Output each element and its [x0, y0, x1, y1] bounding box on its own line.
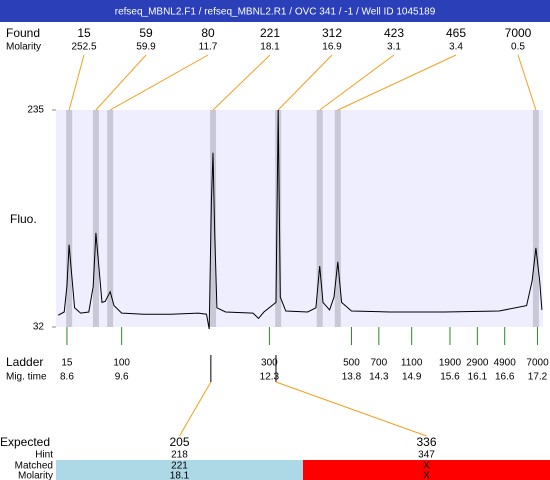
expected-label: Expected [0, 435, 50, 449]
ladder-time: 14.3 [369, 372, 389, 383]
ladder-size: 500 [343, 358, 360, 369]
found-size: 221 [260, 26, 280, 40]
found-size: 15 [77, 26, 91, 40]
peak-connector [95, 54, 147, 111]
ladder-size: 100 [113, 358, 130, 369]
header-bar [0, 0, 550, 22]
found-label: Found [6, 26, 40, 40]
peak-band [107, 110, 114, 327]
expected-size: 336 [416, 435, 436, 449]
peak-connector [319, 54, 395, 111]
ladder-time: 9.6 [115, 372, 129, 383]
match-cell [56, 460, 303, 480]
found-molarity: 252.5 [71, 42, 96, 53]
peak-connector [212, 54, 271, 111]
found-molarity: 16.9 [322, 42, 342, 53]
found-size: 80 [201, 26, 215, 40]
ladder-size: 4900 [494, 358, 517, 369]
ladder-time: 8.6 [60, 372, 74, 383]
ladder-size: 1100 [401, 358, 423, 369]
ladder-size: 300 [261, 358, 278, 369]
found-size: 423 [384, 26, 404, 40]
hint-label: Hint [35, 450, 53, 461]
peak-band [532, 110, 539, 327]
found-molarity: 59.9 [136, 42, 156, 53]
expected-matched: X [423, 461, 430, 472]
expected-size: 205 [169, 435, 189, 449]
ladder-time: 14.9 [402, 372, 422, 383]
peak-connector [68, 54, 85, 111]
ladder-time: 16.1 [468, 372, 488, 383]
found-molarity: 11.7 [199, 42, 218, 53]
expected-connector [275, 381, 427, 437]
ladder-time: 16.6 [495, 372, 515, 383]
peak-band [92, 110, 99, 327]
peak-band [66, 110, 73, 327]
y-tick-label: 32 [33, 322, 45, 333]
expected-connector [179, 381, 212, 437]
ladder-size: 2900 [466, 358, 489, 369]
mig-time-label: Mig. time [6, 372, 47, 383]
expected-molarity: X [423, 471, 430, 480]
found-molarity: 3.4 [449, 42, 463, 53]
expected-molarity: 18.1 [170, 471, 190, 480]
peak-band [210, 110, 217, 327]
ladder-size: 7000 [526, 358, 549, 369]
peak-band [316, 110, 323, 327]
trace [57, 109, 543, 330]
ladder-time: 15.6 [440, 372, 460, 383]
y-axis-label: Fluo. [10, 212, 37, 226]
plot-area [56, 110, 543, 327]
expected-hint: 347 [418, 450, 435, 461]
expected-molarity-label: Molarity [18, 471, 53, 480]
found-size: 7000 [505, 26, 532, 40]
found-size: 312 [322, 26, 342, 40]
ladder-size: 15 [61, 358, 73, 369]
peak-connector [517, 54, 537, 111]
expected-matched: 221 [171, 461, 188, 472]
header-title: refseq_MBNL2.F1 / refseq_MBNL2.R1 / OVC … [115, 7, 436, 18]
ladder-time: 12.3 [260, 372, 280, 383]
ladder-time: 17.2 [528, 372, 548, 383]
peak-band [334, 110, 341, 327]
found-molarity: 0.5 [511, 42, 525, 53]
found-size: 59 [139, 26, 153, 40]
found-molarity: 18.1 [260, 42, 280, 53]
ladder-label: Ladder [6, 355, 43, 369]
peak-connector [109, 54, 209, 111]
ladder-size: 1900 [439, 358, 462, 369]
peak-band [275, 110, 282, 327]
molarity-label: Molarity [6, 42, 41, 53]
matched-label: Matched [15, 461, 53, 472]
y-tick-label: 235 [27, 105, 44, 116]
peak-connector [277, 54, 333, 111]
expected-hint: 218 [171, 450, 188, 461]
ladder-time: 13.8 [342, 372, 362, 383]
ladder-size: 700 [370, 358, 387, 369]
found-molarity: 3.1 [387, 42, 401, 53]
peak-connector [337, 54, 457, 111]
match-cell [303, 460, 550, 480]
found-size: 465 [446, 26, 466, 40]
